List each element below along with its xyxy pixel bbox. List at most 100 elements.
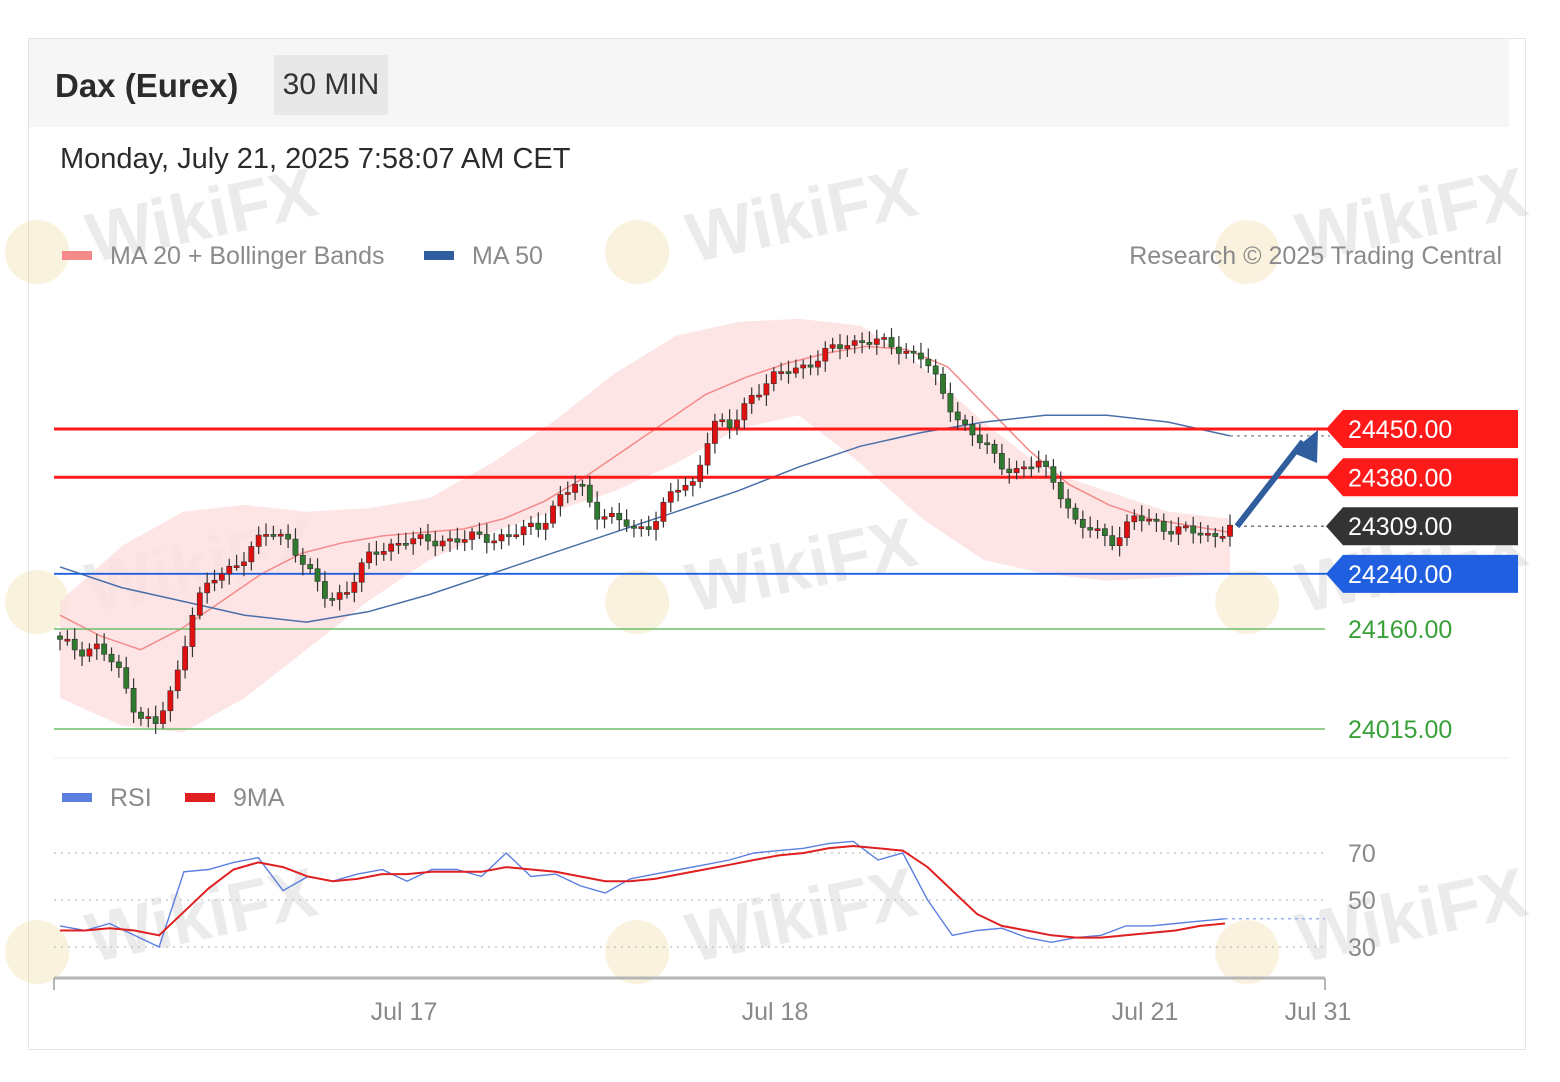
candle-body bbox=[476, 531, 483, 535]
forecast-arrow-shaft bbox=[1234, 439, 1306, 529]
candle-body bbox=[329, 598, 336, 601]
candle-body bbox=[71, 638, 78, 651]
candle-body bbox=[1212, 533, 1219, 537]
candle-body bbox=[638, 526, 645, 529]
candle-body bbox=[1138, 515, 1145, 522]
candle-body bbox=[947, 393, 954, 413]
candle-body bbox=[954, 411, 961, 421]
legend-swatch bbox=[185, 793, 215, 802]
candle-body bbox=[461, 539, 468, 543]
candle-body bbox=[1153, 518, 1160, 522]
candle-body bbox=[807, 364, 814, 368]
candle-body bbox=[822, 347, 829, 362]
candle-body bbox=[557, 494, 564, 507]
legend-label: MA 20 + Bollinger Bands bbox=[110, 242, 384, 270]
candle-body bbox=[712, 420, 718, 444]
ma50-line bbox=[59, 414, 1231, 623]
candle-body bbox=[292, 538, 299, 556]
candle-body bbox=[998, 453, 1005, 470]
candle-body bbox=[402, 543, 409, 546]
watermark-logo-icon bbox=[605, 920, 670, 985]
candle-body bbox=[697, 464, 704, 482]
candle-body bbox=[204, 582, 211, 594]
x-tick-label: Jul 21 bbox=[1112, 998, 1179, 1026]
candle-body bbox=[138, 711, 144, 719]
candle-body bbox=[888, 337, 895, 348]
level-label: 24309.00 bbox=[1348, 513, 1452, 541]
candle-body bbox=[1087, 527, 1094, 531]
candle-body bbox=[792, 367, 799, 374]
candle-body bbox=[93, 643, 100, 650]
candle-body bbox=[336, 592, 343, 600]
candle-body bbox=[704, 443, 711, 466]
candle-body bbox=[601, 516, 608, 520]
forecast-arrow bbox=[1234, 430, 1318, 529]
bollinger-band-area bbox=[60, 318, 1230, 733]
candle-body bbox=[1065, 498, 1072, 509]
candle-body bbox=[542, 522, 549, 530]
candle-body bbox=[1131, 515, 1138, 523]
candle-body bbox=[505, 534, 512, 537]
rsi-line bbox=[59, 840, 1226, 948]
candlesticks bbox=[57, 328, 1233, 734]
level-label: 24450.00 bbox=[1348, 416, 1452, 444]
candle-body bbox=[226, 565, 233, 575]
candle-body bbox=[748, 395, 755, 404]
watermark: WikiFX bbox=[5, 153, 324, 285]
candle-body bbox=[829, 344, 836, 349]
candle-body bbox=[285, 533, 292, 540]
symbol-title: Dax (Eurex) bbox=[55, 67, 239, 104]
bollinger-bands bbox=[59, 318, 1231, 733]
candle-body bbox=[1013, 468, 1020, 473]
candle-body bbox=[667, 491, 674, 503]
ma20-line bbox=[59, 345, 1231, 651]
level-label: 24240.00 bbox=[1348, 561, 1452, 589]
level-label: 24380.00 bbox=[1348, 464, 1452, 492]
watermark-text: WikiFX bbox=[680, 503, 924, 628]
candle-body bbox=[108, 653, 115, 663]
candle-body bbox=[380, 551, 387, 555]
candle-body bbox=[1109, 535, 1116, 546]
candle-body bbox=[160, 710, 166, 724]
candle-body bbox=[932, 365, 939, 375]
candle-body bbox=[86, 648, 93, 657]
candle-body bbox=[1160, 521, 1167, 532]
candle-body bbox=[64, 638, 71, 642]
rsi-panel: RSI 9MA 70 50 30 bbox=[54, 757, 1510, 962]
candle-body bbox=[322, 581, 328, 599]
candle-body bbox=[726, 419, 733, 429]
candle-body bbox=[741, 403, 748, 421]
candle-body bbox=[579, 484, 586, 487]
candle-body bbox=[447, 538, 453, 542]
candle-body bbox=[535, 522, 542, 530]
candle-body bbox=[1102, 528, 1108, 536]
candle-body bbox=[1175, 526, 1182, 535]
candle-body bbox=[925, 358, 932, 367]
candle-body bbox=[859, 340, 865, 343]
candle-body bbox=[344, 592, 350, 595]
candle-body bbox=[550, 505, 556, 524]
watermark: WikiFX bbox=[1215, 853, 1534, 985]
candle-body bbox=[940, 373, 946, 394]
candle-body bbox=[866, 342, 873, 345]
candle-body bbox=[1094, 528, 1101, 531]
watermark: WikiFX bbox=[605, 153, 924, 285]
candle-body bbox=[895, 346, 902, 354]
price-levels bbox=[54, 427, 1330, 730]
candle-body bbox=[123, 667, 130, 689]
candle-body bbox=[520, 526, 527, 536]
candle-body bbox=[469, 531, 475, 540]
candle-body bbox=[233, 565, 240, 568]
candle-body bbox=[910, 350, 917, 354]
candle-body bbox=[255, 534, 262, 547]
rsi-ma-line bbox=[60, 844, 1226, 939]
watermark-logo-icon bbox=[605, 220, 670, 285]
candle-body bbox=[969, 424, 976, 436]
watermark-logo-icon bbox=[5, 570, 70, 635]
candle-body bbox=[844, 345, 851, 349]
level-tag bbox=[1326, 507, 1518, 546]
forecast-arrow-head-icon bbox=[1291, 430, 1318, 463]
timeframe-badge[interactable]: 30 MIN bbox=[274, 55, 388, 115]
watermark: WikiFX bbox=[1215, 153, 1534, 285]
